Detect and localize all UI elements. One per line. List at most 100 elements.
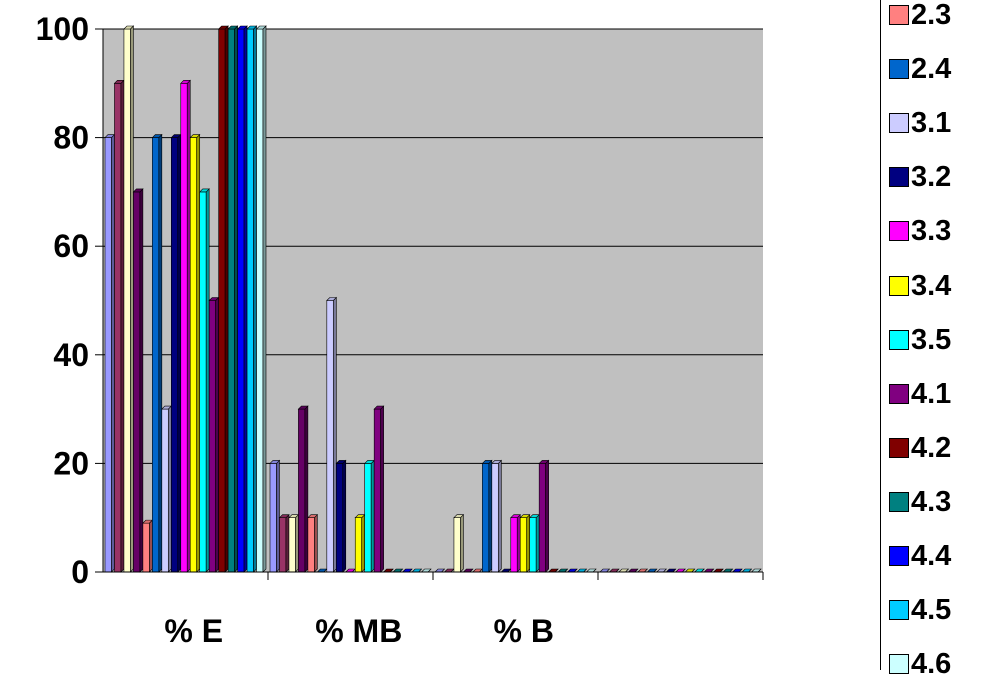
bar-front — [114, 83, 122, 573]
bar — [123, 25, 135, 573]
legend-label: 4.3 — [911, 485, 952, 518]
legend-item: 3.3 — [889, 216, 951, 246]
legend-item: 4.6 — [889, 649, 951, 679]
legend-label: 2.3 — [911, 0, 952, 31]
legend-label: 4.2 — [911, 431, 952, 464]
legend-swatch — [889, 600, 909, 621]
legend-swatch — [889, 437, 909, 458]
bar-front — [510, 517, 518, 573]
bar — [151, 133, 163, 573]
bar-top — [227, 25, 239, 30]
bar — [401, 568, 413, 573]
bar-front — [218, 28, 226, 573]
bar — [307, 513, 319, 573]
bar-side — [130, 25, 134, 573]
legend: 2.3 2.4 3.1 3.2 3.3 3.4 3.5 4.1 4.2 4.3 4.4 4.5 4.6 — [880, 0, 1001, 679]
bar — [208, 296, 220, 573]
legend-swatch — [889, 546, 909, 566]
bar-front — [142, 522, 150, 573]
bar-front — [133, 191, 141, 573]
bar-top — [246, 25, 258, 30]
bar-top — [335, 460, 347, 464]
legend-label: 3.3 — [911, 215, 952, 248]
bar-front — [161, 408, 169, 573]
bar-side — [460, 513, 464, 573]
legend-swatch — [889, 167, 909, 188]
bar — [170, 133, 182, 573]
bar-side — [380, 405, 384, 573]
legend-item: 3.4 — [889, 271, 951, 301]
legend-label: 3.1 — [911, 107, 952, 140]
bar — [434, 568, 446, 573]
bar-side — [488, 459, 493, 573]
bar-top — [510, 514, 521, 519]
bar-top — [151, 134, 163, 138]
bar — [363, 459, 375, 573]
bar-front — [227, 28, 235, 573]
bar-side — [234, 25, 238, 573]
bar — [180, 79, 191, 573]
bar-front — [152, 137, 160, 573]
bar — [278, 513, 290, 573]
bar-front — [364, 463, 372, 573]
y-tick-label: 20 — [53, 445, 89, 481]
bar-top — [519, 514, 531, 519]
bar — [627, 568, 639, 573]
bar-front — [482, 463, 490, 573]
legend-label: 4.4 — [911, 540, 952, 572]
bar-side — [111, 133, 115, 573]
legend-label: 4.6 — [911, 648, 952, 680]
bar-side — [253, 25, 257, 573]
legend-item: 3.2 — [889, 162, 951, 192]
legend-label: 3.5 — [911, 323, 952, 356]
legend-swatch — [889, 221, 909, 242]
bar — [510, 513, 521, 573]
bar-top — [123, 25, 135, 30]
legend-item: 3.5 — [889, 325, 951, 355]
bar-front — [538, 463, 546, 573]
bar-top — [189, 134, 201, 138]
bar-front — [237, 28, 245, 573]
bar-front — [269, 463, 277, 573]
legend-item: 4.3 — [889, 487, 951, 517]
y-tick-label: 80 — [53, 120, 89, 156]
bar — [104, 133, 116, 573]
bar-front — [288, 517, 296, 573]
legend-swatch — [889, 5, 909, 25]
bar-side — [177, 133, 182, 573]
bar-top — [217, 25, 229, 30]
bar-top — [132, 188, 144, 193]
bar-side — [205, 188, 210, 573]
y-tick-label: 0 — [71, 554, 89, 590]
legend-swatch — [889, 275, 909, 296]
bar-top — [491, 460, 503, 464]
legend-swatch — [889, 654, 909, 675]
legend-swatch — [889, 383, 909, 404]
bar-front — [180, 83, 188, 573]
bar-side — [516, 513, 521, 573]
bar-top — [481, 460, 493, 464]
bar-front — [373, 408, 381, 573]
bar — [538, 459, 550, 573]
bar — [236, 25, 248, 573]
bar — [255, 25, 267, 573]
bar-top — [255, 25, 267, 30]
bar-front — [335, 463, 344, 573]
bar-front — [298, 408, 306, 573]
legend-item: 4.5 — [889, 595, 951, 625]
bar-top — [538, 460, 550, 464]
x-category-labels: % E % MB % B — [164, 613, 554, 649]
bar-top — [198, 188, 210, 193]
x-category-label: % B — [494, 613, 554, 649]
bar-side — [196, 133, 201, 573]
bar — [198, 188, 210, 573]
bar-top — [307, 514, 319, 519]
legend-swatch — [889, 329, 909, 350]
bar-side — [262, 25, 267, 573]
bar-front — [491, 463, 499, 573]
x-category-label: % MB — [315, 613, 402, 649]
bar-side — [332, 296, 337, 573]
legend-label: 3.2 — [911, 161, 952, 194]
legend-swatch — [889, 491, 909, 512]
legend-label: 3.4 — [911, 269, 952, 302]
